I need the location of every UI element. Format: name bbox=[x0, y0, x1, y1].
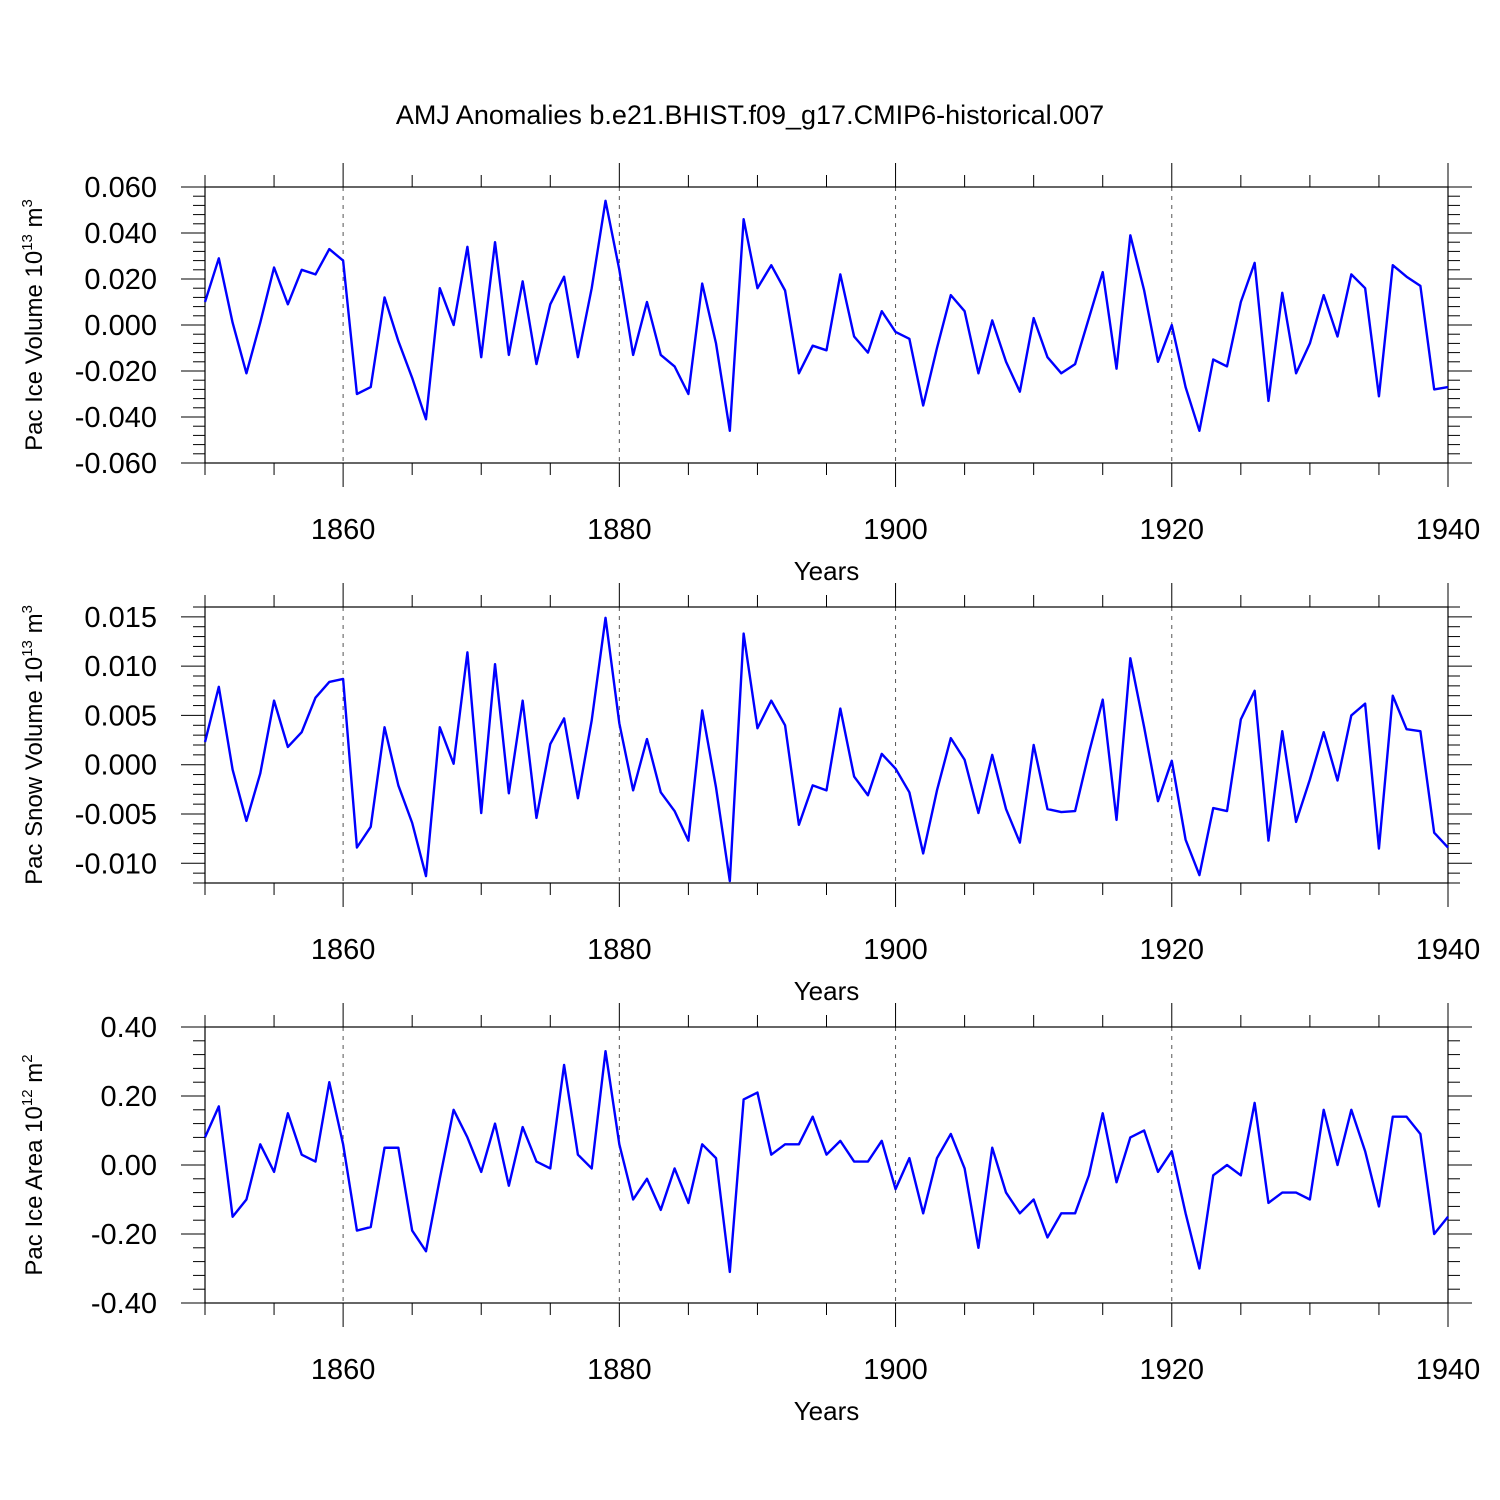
x-tick-label: 1900 bbox=[863, 514, 928, 546]
y-tick-label: -0.40 bbox=[91, 1288, 157, 1320]
y-tick-label: 0.000 bbox=[84, 750, 157, 782]
x-tick-label: 1860 bbox=[311, 934, 376, 966]
x-tick-label: 1880 bbox=[587, 514, 652, 546]
y-label-exponent: 12 bbox=[19, 1089, 36, 1106]
series-line-snow-volume bbox=[203, 616, 1449, 883]
y-tick-label: 0.00 bbox=[101, 1150, 157, 1182]
y-label-unit: m bbox=[21, 207, 48, 234]
y-label-unit: m bbox=[21, 1063, 48, 1090]
y-tick-label: -0.040 bbox=[75, 402, 157, 434]
y-axis-label: Pac Ice Volume 1013 m3 bbox=[19, 199, 48, 451]
y-label-exponent: 13 bbox=[19, 234, 36, 251]
y-tick-label: -0.060 bbox=[75, 448, 157, 480]
x-tick-label: 1940 bbox=[1416, 514, 1481, 546]
y-tick-label: -0.010 bbox=[75, 848, 157, 880]
x-axis-label: Years bbox=[794, 976, 860, 1006]
panel-snow-volume: -0.010 -0.005 0.000 0.005 0.010 0.015 1860 1880… bbox=[19, 583, 1480, 1006]
y-label-unit-exponent: 3 bbox=[19, 605, 36, 613]
y-tick-label: 0.40 bbox=[101, 1012, 157, 1044]
y-label-unit-exponent: 3 bbox=[19, 199, 36, 207]
x-tick-label: 1920 bbox=[1140, 514, 1205, 546]
chart-title: AMJ Anomalies b.e21.BHIST.f09_g17.CMIP6-… bbox=[396, 100, 1104, 130]
y-tick-label: -0.005 bbox=[75, 799, 157, 831]
x-tick-label: 1920 bbox=[1140, 934, 1205, 966]
y-tick-label: 0.060 bbox=[84, 172, 157, 204]
panel-ice-area: -0.40 -0.20 0.00 0.20 0.40 1860 1880 1900 1920 19… bbox=[19, 1003, 1480, 1426]
y-label-main: Pac Ice Area 10 bbox=[21, 1106, 48, 1275]
x-tick-label: 1880 bbox=[587, 934, 652, 966]
y-label-main: Pac Snow Volume 10 bbox=[21, 657, 48, 885]
plot-frame bbox=[204, 606, 1449, 884]
x-tick-label: 1920 bbox=[1140, 1354, 1205, 1386]
y-label-unit: m bbox=[21, 613, 48, 640]
y-axis-label: Pac Ice Area 1012 m2 bbox=[19, 1054, 48, 1275]
y-tick-label: 0.010 bbox=[84, 651, 157, 683]
y-tick-label: 0.20 bbox=[101, 1081, 157, 1113]
y-tick-label: -0.020 bbox=[75, 356, 157, 388]
series-line-ice-area bbox=[203, 1049, 1449, 1274]
x-tick-label: 1860 bbox=[311, 1354, 376, 1386]
y-label-main: Pac Ice Volume 10 bbox=[21, 251, 48, 451]
x-tick-label: 1860 bbox=[311, 514, 376, 546]
y-tick-label: 0.040 bbox=[84, 218, 157, 250]
x-axis-label: Years bbox=[794, 556, 860, 586]
panel-ice-volume: -0.060 -0.040 -0.020 0.000 0.020 0.040 0.060 18… bbox=[19, 163, 1480, 586]
y-tick-label: 0.015 bbox=[84, 602, 157, 634]
x-axis-label: Years bbox=[794, 1396, 860, 1426]
y-tick-label: 0.005 bbox=[84, 700, 157, 732]
y-tick-label: -0.20 bbox=[91, 1219, 157, 1251]
x-tick-label: 1940 bbox=[1416, 1354, 1481, 1386]
x-tick-label: 1900 bbox=[863, 1354, 928, 1386]
x-tick-label: 1880 bbox=[587, 1354, 652, 1386]
y-label-exponent: 13 bbox=[19, 640, 36, 657]
x-tick-label: 1900 bbox=[863, 934, 928, 966]
x-tick-label: 1940 bbox=[1416, 934, 1481, 966]
series-line-ice-volume bbox=[203, 199, 1449, 432]
y-label-unit-exponent: 2 bbox=[19, 1054, 36, 1062]
y-axis-label: Pac Snow Volume 1013 m3 bbox=[19, 605, 48, 885]
y-tick-label: 0.020 bbox=[84, 264, 157, 296]
plot-frame bbox=[204, 1026, 1449, 1304]
y-tick-label: 0.000 bbox=[84, 310, 157, 342]
